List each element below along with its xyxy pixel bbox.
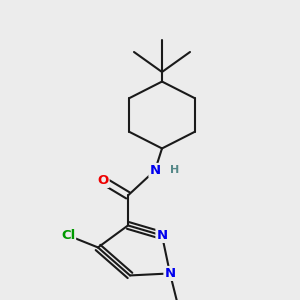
- Text: H: H: [170, 165, 180, 176]
- Text: N: N: [164, 267, 175, 280]
- Text: O: O: [98, 174, 109, 187]
- Text: N: N: [149, 164, 161, 177]
- Text: N: N: [156, 229, 168, 242]
- Text: Cl: Cl: [61, 229, 75, 242]
